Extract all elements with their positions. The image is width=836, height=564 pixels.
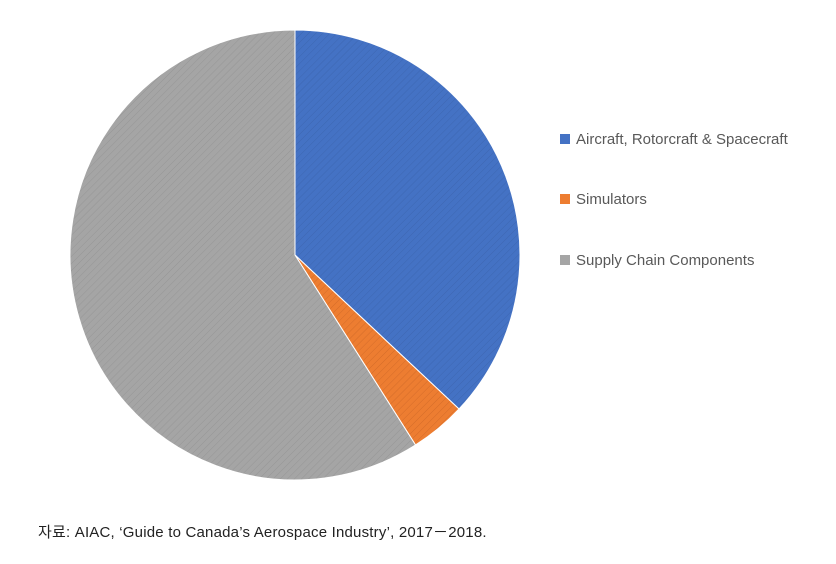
- legend-label: Aircraft, Rotorcraft & Spacecraft: [576, 130, 788, 150]
- legend-item: Aircraft, Rotorcraft & Spacecraft: [560, 130, 810, 150]
- legend-item: Supply Chain Components: [560, 251, 810, 271]
- legend-swatch: [560, 194, 570, 204]
- legend-label: Simulators: [576, 190, 647, 210]
- legend-item: Simulators: [560, 190, 810, 210]
- legend-swatch: [560, 134, 570, 144]
- pie-chart: [60, 20, 530, 490]
- chart-container: Aircraft, Rotorcraft & Spacecraft Simula…: [0, 0, 836, 564]
- legend-label: Supply Chain Components: [576, 251, 754, 271]
- legend: Aircraft, Rotorcraft & Spacecraft Simula…: [560, 130, 810, 311]
- source-caption: 자료: AIAC, ‘Guide to Canada’s Aerospace I…: [38, 521, 487, 542]
- legend-swatch: [560, 255, 570, 265]
